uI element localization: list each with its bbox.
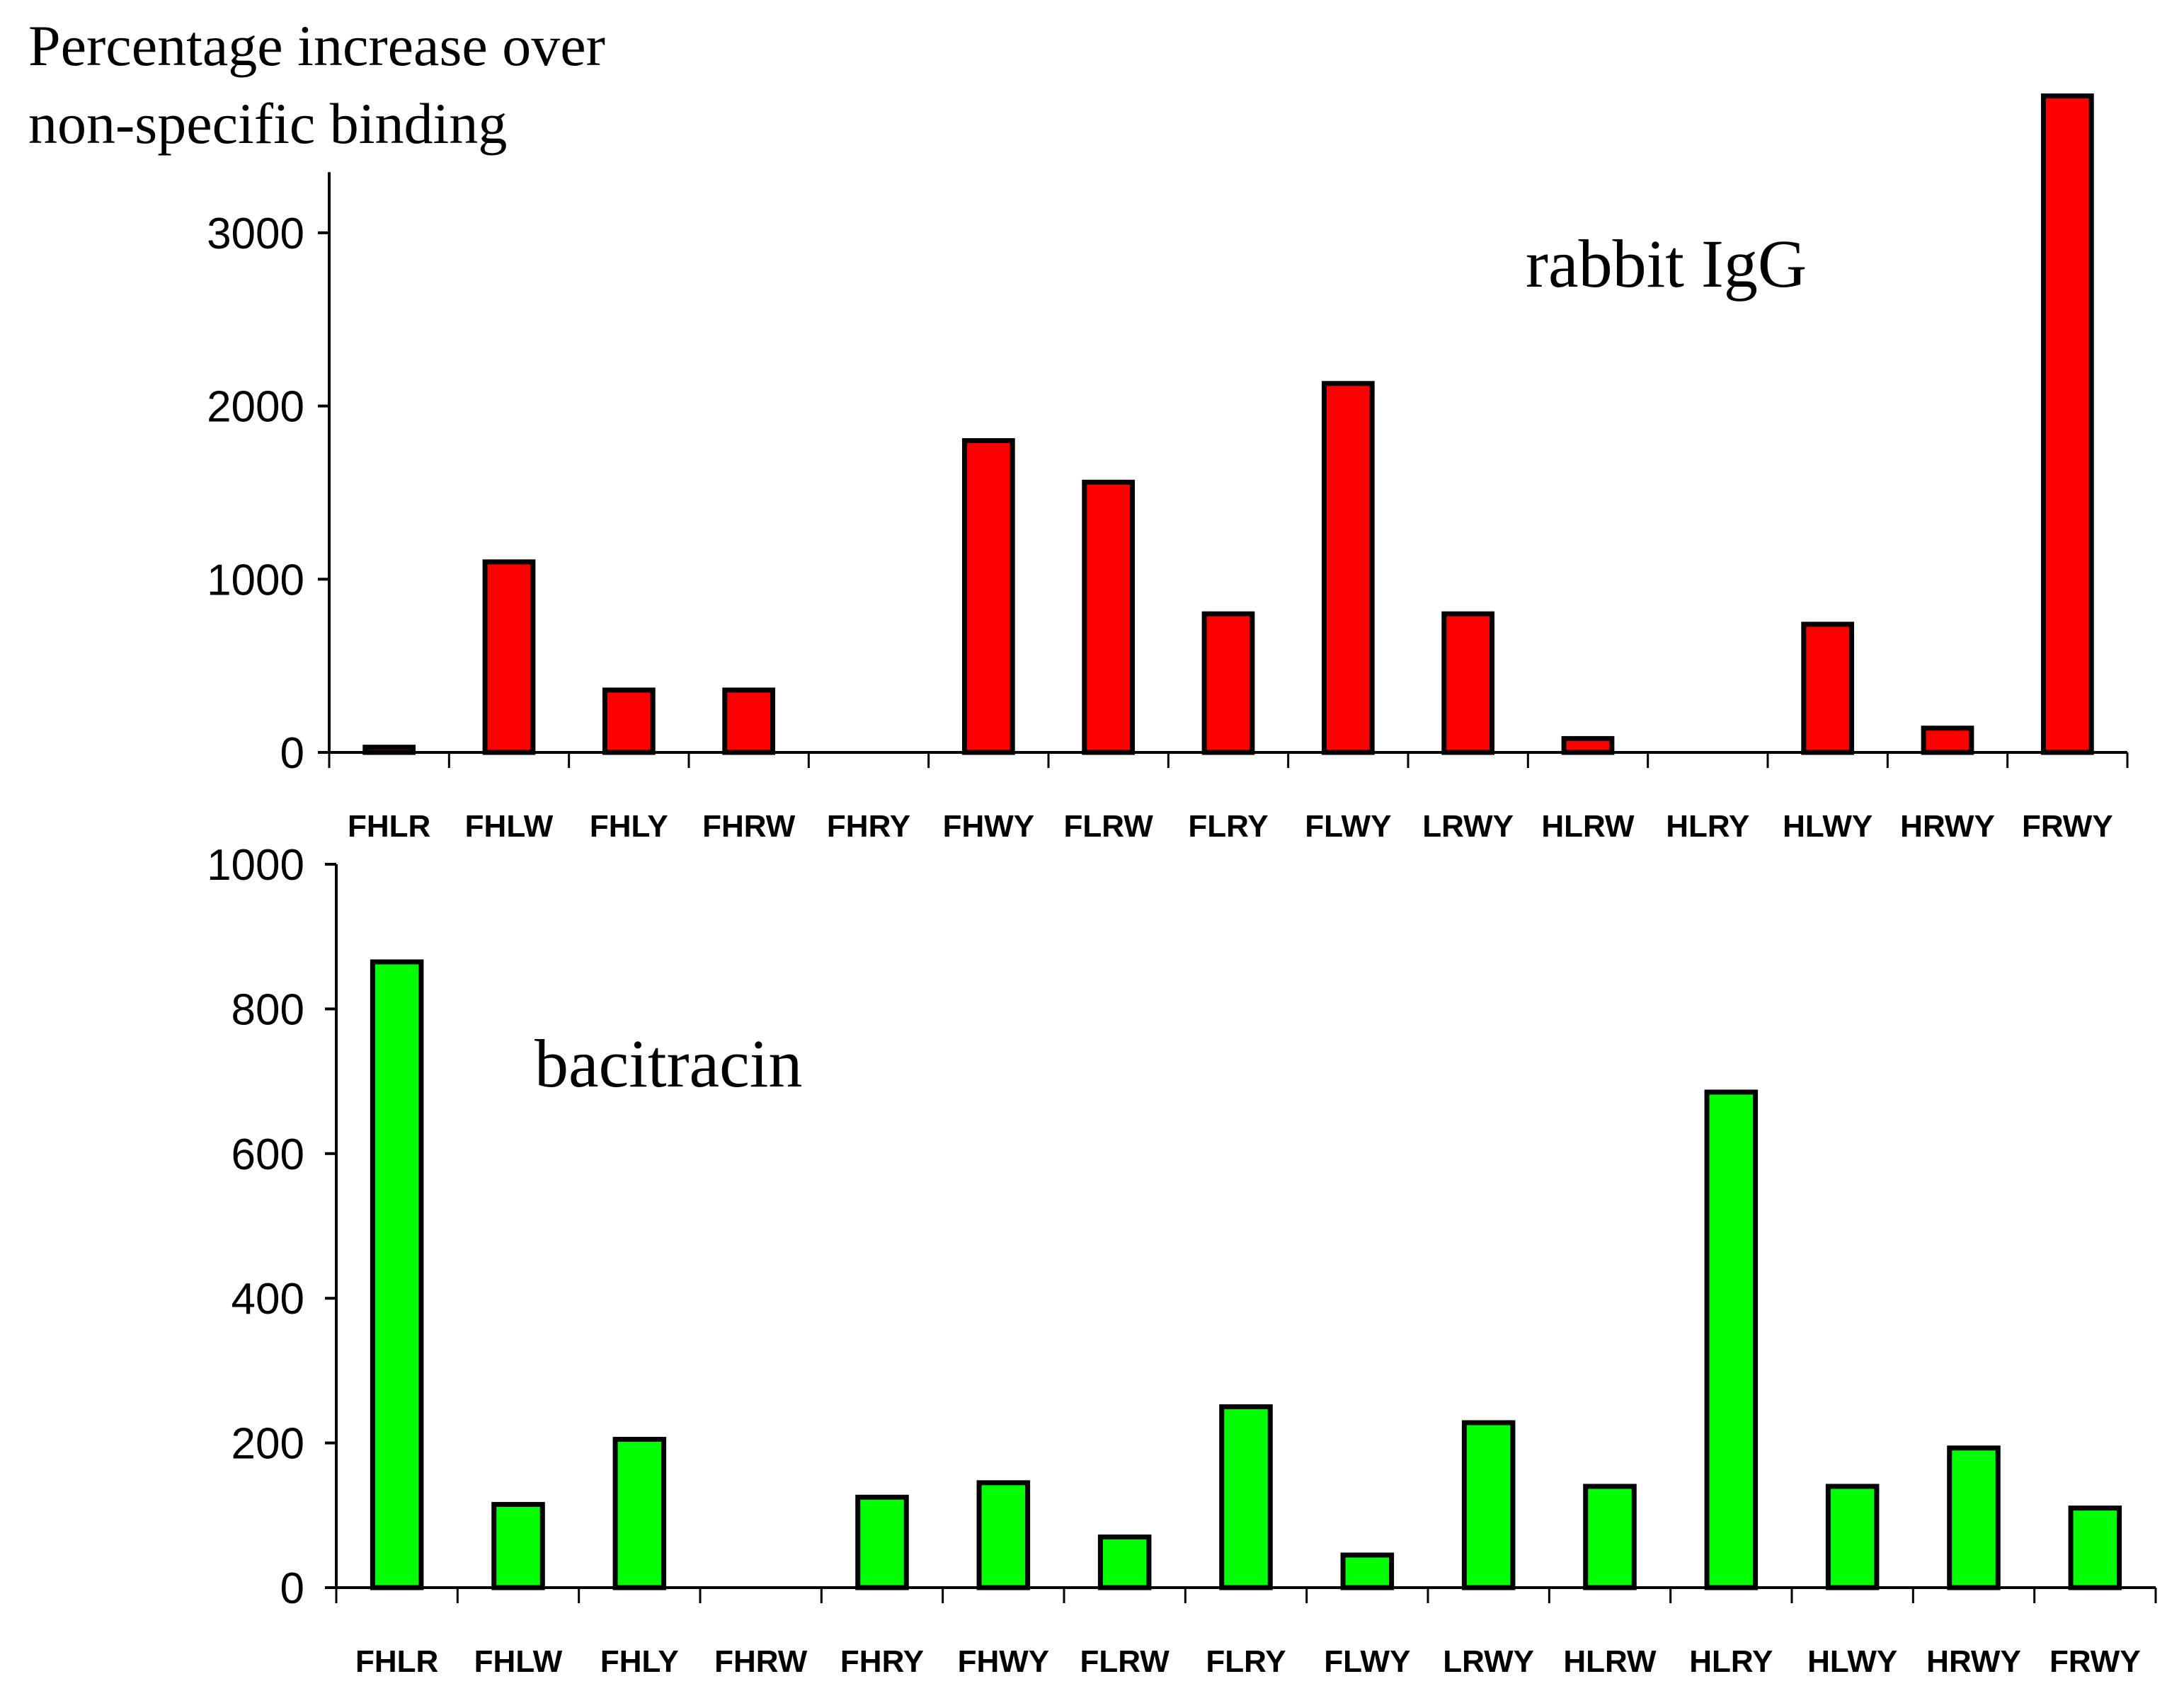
- bar-igg-lrwy: [1441, 611, 1495, 755]
- x-tick-label-igg-frwy: FRWY: [2022, 809, 2113, 844]
- y-tick-label-baci: 0: [280, 1564, 304, 1613]
- y-tick-label-baci: 600: [231, 1130, 304, 1179]
- x-tick-label-igg-flry: FLRY: [1188, 809, 1268, 844]
- bar-baci-fhry: [855, 1494, 909, 1590]
- x-tick-label-baci-flry: FLRY: [1206, 1644, 1286, 1679]
- chart-title-rabbit-igg: rabbit IgG: [1526, 226, 1807, 302]
- x-tick-label-igg-fhlr: FHLR: [348, 809, 430, 844]
- x-tick-label-igg-fhlw: FHLW: [465, 809, 554, 844]
- y-tick-label-baci: 400: [231, 1275, 304, 1324]
- chart-bacitracin: bacitracin 0 200 400 600 800 1000 FHLR FHLW FHLY…: [207, 841, 2157, 1679]
- x-tick-label-igg-fhry: FHRY: [827, 809, 910, 844]
- bar-baci-flrw: [1097, 1534, 1152, 1590]
- x-tick-label-igg-flwy: FLWY: [1305, 809, 1391, 844]
- bar-igg-fhlw: [482, 559, 536, 755]
- bar-baci-fhlw: [491, 1501, 545, 1590]
- bar-igg-hlrw: [1561, 735, 1615, 755]
- bar-baci-flwy: [1340, 1552, 1395, 1590]
- x-tick-label-igg-fhwy: FHWY: [943, 809, 1035, 844]
- bar-igg-frwy: [2040, 93, 2094, 755]
- x-tick-label-baci-fhlr: FHLR: [355, 1644, 438, 1679]
- bar-igg-fhlr: [362, 745, 416, 755]
- bar-baci-fhwy: [976, 1480, 1031, 1590]
- y-axis-label-line-1: Percentage increase over: [28, 13, 605, 78]
- bar-igg-flry: [1201, 611, 1255, 755]
- bar-igg-fhwy: [961, 438, 1015, 755]
- bar-igg-fhly: [602, 687, 656, 755]
- x-tick-label-igg-hrwy: HRWY: [1900, 809, 1995, 844]
- bar-baci-fhlr: [370, 959, 424, 1590]
- x-tick-label-baci-frwy: FRWY: [2049, 1644, 2141, 1679]
- bar-baci-lrwy: [1461, 1420, 1516, 1590]
- x-tick-label-baci-hrwy: HRWY: [1926, 1644, 2021, 1679]
- x-tick-label-igg-hlry: HLRY: [1666, 809, 1749, 844]
- chart-rabbit-igg: rabbit IgG 0 1000 2000 3000 FHLR FHLW FHLY FHRW…: [207, 93, 2129, 844]
- y-tick-label-baci: 200: [231, 1420, 304, 1469]
- bar-baci-frwy: [2068, 1506, 2122, 1590]
- bar-igg-hrwy: [1921, 726, 1974, 755]
- y-tick-label-igg: 0: [280, 729, 304, 778]
- y-tick-label-baci: 1000: [207, 841, 304, 890]
- bar-igg-fhrw: [722, 687, 776, 755]
- x-tick-label-baci-hlry: HLRY: [1689, 1644, 1773, 1679]
- x-tick-label-baci-flwy: FLWY: [1324, 1644, 1410, 1679]
- x-tick-label-baci-fhwy: FHWY: [958, 1644, 1050, 1679]
- bar-igg-flwy: [1321, 381, 1375, 755]
- x-tick-label-igg-hlrw: HLRW: [1541, 809, 1635, 844]
- x-tick-label-baci-fhrw: FHRW: [714, 1644, 808, 1679]
- x-tick-label-igg-lrwy: LRWY: [1422, 809, 1514, 844]
- y-axis-label-line-2: non-specific binding: [28, 91, 507, 156]
- x-tick-label-igg-fhly: FHLY: [590, 809, 668, 844]
- bar-baci-hrwy: [1947, 1445, 2001, 1590]
- y-tick-label-igg: 1000: [207, 556, 304, 604]
- y-tick-label-igg: 2000: [207, 383, 304, 432]
- x-tick-label-baci-hlrw: HLRW: [1563, 1644, 1657, 1679]
- bar-baci-fhly: [612, 1436, 667, 1590]
- x-tick-label-baci-fhlw: FHLW: [474, 1644, 563, 1679]
- x-tick-label-igg-hlwy: HLWY: [1783, 809, 1873, 844]
- bar-igg-flrw: [1082, 479, 1136, 755]
- y-tick-label-baci: 800: [231, 985, 304, 1034]
- bar-baci-hlry: [1704, 1089, 1759, 1590]
- chart-title-bacitracin: bacitracin: [534, 1026, 802, 1101]
- x-tick-label-baci-lrwy: LRWY: [1443, 1644, 1534, 1679]
- x-tick-label-baci-fhry: FHRY: [840, 1644, 924, 1679]
- bar-baci-flry: [1219, 1404, 1273, 1590]
- bar-baci-hlrw: [1583, 1484, 1637, 1590]
- bar-baci-hlwy: [1825, 1484, 1880, 1590]
- x-tick-label-baci-flrw: FLRW: [1080, 1644, 1170, 1679]
- y-tick-label-igg: 3000: [207, 210, 304, 258]
- bar-igg-hlwy: [1801, 621, 1855, 755]
- x-tick-label-igg-fhrw: FHRW: [702, 809, 796, 844]
- x-tick-label-baci-hlwy: HLWY: [1807, 1644, 1897, 1679]
- x-tick-label-baci-fhly: FHLY: [600, 1644, 679, 1679]
- x-tick-label-igg-flrw: FLRW: [1064, 809, 1154, 844]
